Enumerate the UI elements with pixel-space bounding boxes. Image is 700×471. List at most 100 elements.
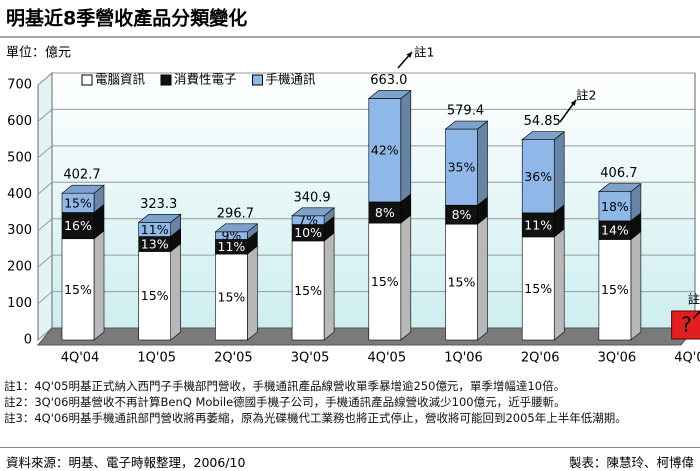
segment-label: 15% (64, 195, 92, 210)
grid-line (37, 109, 53, 122)
bar-side (553, 228, 565, 341)
note-label: 註3： (4, 411, 35, 425)
note: 註2：3Q'06明基營收不再計算BenQ Mobile德國手機子公司，手機通訊產… (4, 394, 696, 410)
segment-label: 16% (64, 218, 92, 233)
segment-label: 15% (141, 288, 169, 303)
segment-label: 15% (294, 283, 322, 298)
segment-label: 10% (294, 225, 322, 240)
segment-label: 36% (524, 169, 552, 184)
bar-top (291, 207, 335, 217)
bar-top (214, 223, 259, 233)
x-tick-label: 2Q'05 (214, 351, 253, 366)
x-tick-label: 3Q'05 (291, 351, 330, 366)
total-label: 296.7 (217, 206, 254, 221)
total-label: 54.85 (524, 114, 561, 129)
bar-segment (61, 238, 95, 341)
y-tick-label: 300 (7, 223, 32, 238)
total-label: 340.9 (293, 190, 330, 205)
x-tick-label: 4Q'04 (61, 351, 100, 366)
bar-side (477, 215, 488, 341)
notes: 註1：4Q'05明基正式納入西門子手機部門營收，手機通訊產品線營收單季暴增逾25… (4, 378, 696, 426)
bar-side (93, 230, 105, 341)
total-label: 402.7 (63, 168, 100, 183)
bar-side (553, 131, 565, 214)
bar-segment (598, 191, 632, 222)
bar-top (521, 131, 566, 140)
bar-top (367, 90, 412, 99)
segment-label: 18% (601, 199, 629, 214)
note-label: 註1： (4, 379, 35, 393)
grid-line (37, 72, 53, 86)
chart-title: 明基近8季營收產品分類變化 (6, 7, 247, 30)
segment-label: 14% (601, 223, 629, 238)
legend-label: 電腦資訊 (95, 72, 146, 87)
segment-label: 7% (298, 213, 318, 228)
x-tick-label: 3Q'06 (598, 351, 637, 366)
bar-segment (445, 223, 478, 341)
note-text: 4Q'05明基正式納入西門子手機部門營收，手機通訊產品線營收單季暴增逾250億元… (34, 379, 566, 393)
bar-side (400, 89, 412, 203)
segment-label: 15% (64, 282, 92, 297)
note: 註3：4Q'06明基手機通訊部門營收將再萎縮，原為光碟機代工業務也將正式停止，營… (4, 410, 696, 426)
legend-label: 手機通訊 (266, 72, 317, 87)
source: 資料來源：明基、電子時報整理，2006/10 (6, 455, 246, 470)
y-tick-label: 600 (7, 114, 32, 129)
segment-label: 8% (452, 207, 472, 222)
y-tick-label: 700 (7, 78, 32, 93)
footer: 資料來源：明基、電子時報整理，2006/10 製表：陳慧玲、柯博偉 (0, 447, 700, 471)
note-text: 3Q'06明基營收不再計算BenQ Mobile德國手機子公司，手機通訊產品線營… (34, 395, 566, 409)
total-label: 579.4 (447, 104, 484, 119)
bar-top (137, 214, 182, 223)
bar-side (247, 245, 258, 341)
bar-segment (445, 128, 478, 206)
annotation-arrowhead (570, 100, 576, 106)
legend-swatch (160, 74, 172, 86)
segment-label: 15% (448, 275, 476, 290)
x-tick-label: 2Q'06 (521, 351, 560, 366)
side-wall (37, 71, 53, 342)
annotation: ? (681, 313, 692, 337)
bar-side (477, 120, 488, 206)
bar-top (61, 184, 105, 194)
y-tick-label: 0 (24, 333, 32, 348)
legend-label: 消費性電子 (174, 72, 237, 87)
y-tick-label: 400 (7, 187, 32, 202)
y-tick-label: 500 (7, 150, 32, 165)
chart: 明基近8季營收產品分類變化 單位：億元 0 100 200 300 400 500 600 7… (0, 7, 700, 366)
bar-segment (368, 98, 402, 203)
segment-label: 15% (601, 282, 629, 297)
unit-label: 單位：億元 (6, 45, 71, 61)
bar-segment (598, 239, 632, 341)
total-label: 663.0 (370, 73, 407, 88)
segment-label: 11% (141, 222, 169, 237)
segment-label: 42% (371, 143, 399, 158)
floor (36, 327, 697, 346)
segment-label: 11% (524, 217, 552, 232)
x-tick-label: 4Q'06 (674, 351, 700, 366)
x-tick-label: 1Q'06 (444, 351, 483, 366)
segment-label: 15% (371, 274, 399, 289)
note-label: 註2： (4, 395, 35, 409)
grid-line (37, 291, 53, 304)
bar-side (323, 232, 335, 341)
x-tick-label: 1Q'05 (137, 351, 176, 366)
bar-side (630, 230, 642, 341)
total-label: 323.3 (140, 197, 177, 212)
bar-side (170, 242, 181, 341)
segment-label: 15% (218, 290, 246, 305)
annotation-arrowhead (406, 52, 412, 58)
grid-line (37, 254, 53, 268)
note-text: 4Q'06明基手機通訊部門營收將再萎縮，原為光碟機代工業務也將正式停止，營收將可… (34, 411, 627, 425)
bar-segment (291, 240, 325, 341)
annotation: 註1 (414, 45, 434, 60)
segment-label: 8% (375, 205, 395, 220)
annotation: 註2 (576, 88, 596, 103)
total-label: 406.7 (600, 166, 637, 181)
grid-line (37, 327, 53, 341)
note: 註1：4Q'05明基正式納入西門子手機部門營收，手機通訊產品線營收單季暴增逾25… (4, 378, 696, 394)
credit: 製表：陳慧玲、柯博偉 (568, 455, 694, 470)
bar-segment (368, 222, 402, 341)
bar-top (444, 120, 489, 130)
bar-segment (521, 236, 555, 341)
